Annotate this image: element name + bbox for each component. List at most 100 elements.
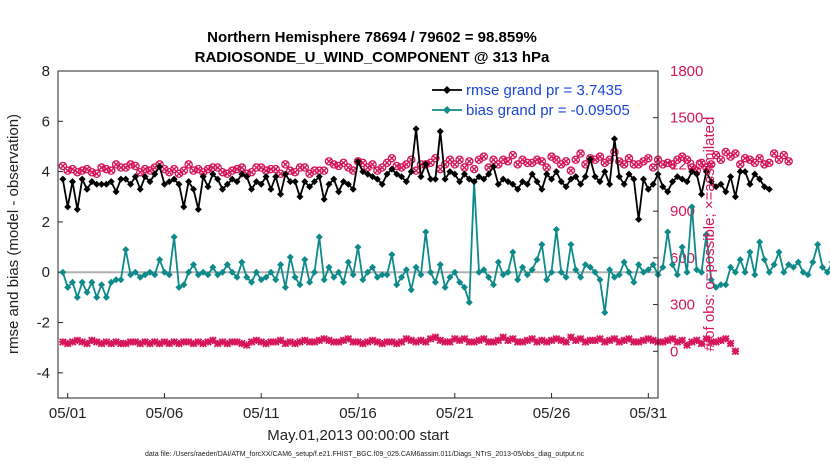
obs-possible-point xyxy=(382,158,392,168)
bias-series-point xyxy=(717,281,725,289)
obs-possible-point xyxy=(682,155,692,165)
obs-assimilated-point xyxy=(83,339,91,348)
bias-series-point xyxy=(88,278,96,286)
rmse-series-point xyxy=(248,185,256,193)
obs-possible-cross xyxy=(771,150,778,157)
obs-possible-cross xyxy=(775,156,783,163)
bias-series-point xyxy=(823,268,830,276)
bias-series-point xyxy=(533,256,541,264)
obs-assimilated-point xyxy=(581,338,590,346)
bias-series-point xyxy=(228,268,236,276)
rmse-series-point xyxy=(185,178,193,186)
obs-assimilated-point xyxy=(542,338,551,346)
rmse-series-point xyxy=(281,170,289,178)
rmse-series-point xyxy=(359,168,367,176)
rmse-series-point xyxy=(291,178,299,186)
obs-possible-cross xyxy=(514,161,521,168)
bias-series-point xyxy=(673,271,681,279)
rmse-series-point xyxy=(417,173,425,181)
obs-possible-point xyxy=(368,160,377,169)
obs-assimilated-point xyxy=(121,339,130,348)
obs-possible-cross xyxy=(301,164,308,171)
rmse-series-point xyxy=(528,170,536,178)
rmse-series-point xyxy=(489,163,497,171)
obs-possible-point xyxy=(561,157,571,166)
rmse-series-point xyxy=(485,170,493,178)
rmse-series-point xyxy=(315,173,323,181)
bias-series-point xyxy=(238,258,246,266)
y-tick-label-right: 0 xyxy=(670,343,678,360)
obs-assimilated-point xyxy=(668,334,677,343)
obs-assimilated-point xyxy=(175,339,183,348)
obs-possible-point xyxy=(465,157,474,166)
bias-series-point xyxy=(180,281,188,289)
rmse-series-point xyxy=(567,175,575,183)
obs-assimilated-point xyxy=(576,334,585,343)
bias-series-point xyxy=(209,263,217,271)
y-tick-label-left: 4 xyxy=(42,164,50,181)
obs-possible-cross xyxy=(350,167,357,174)
obs-assimilated-point xyxy=(146,339,154,348)
rmse-series-point xyxy=(156,163,164,171)
rmse-series-point xyxy=(204,183,212,191)
rmse-series-point xyxy=(475,173,483,181)
bias-series-point xyxy=(465,298,473,306)
obs-possible-point xyxy=(184,160,193,169)
rmse-series-point xyxy=(107,178,115,186)
obs-assimilated-point xyxy=(73,336,82,345)
obs-assimilated-point xyxy=(412,338,420,346)
bias-series-point xyxy=(494,258,502,266)
obs-assimilated-point xyxy=(567,333,575,342)
obs-possible-point xyxy=(271,164,280,174)
obs-assimilated-point xyxy=(209,336,217,345)
rmse-series-point xyxy=(112,188,120,196)
obs-assimilated-point xyxy=(63,339,72,348)
obs-possible-point xyxy=(706,160,716,169)
bias-series-point xyxy=(83,288,91,296)
obs-assimilated-point xyxy=(223,339,232,348)
rmse-series-point xyxy=(712,183,720,191)
obs-possible-cross xyxy=(722,148,729,156)
rmse-series-point xyxy=(335,188,343,196)
bias-series-point xyxy=(775,248,783,256)
rmse-series-point xyxy=(460,170,468,178)
bias-series-point xyxy=(369,263,377,271)
bias-series-point xyxy=(577,273,585,281)
y-axis-label-right: # of obs: o=possible; ×=assimilated xyxy=(701,117,718,352)
bias-series-point xyxy=(325,263,333,271)
rmse-series-point xyxy=(277,190,285,198)
obs-possible-point xyxy=(319,166,329,175)
obs-assimilated-point xyxy=(465,338,474,346)
obs-assimilated-point xyxy=(286,338,295,346)
bias-series-point xyxy=(785,261,793,269)
obs-assimilated-point xyxy=(213,339,222,348)
footnote: data file: /Users/raeder/DAI/ATM_forcXX/… xyxy=(145,451,585,458)
obs-possible-cross xyxy=(785,158,792,165)
obs-assimilated-point xyxy=(267,338,275,346)
bias-series-point xyxy=(59,268,67,276)
bias-series-point xyxy=(799,268,807,276)
obs-assimilated-point xyxy=(552,334,561,343)
bias-series-point xyxy=(383,271,391,279)
rmse-series-point xyxy=(73,205,81,213)
obs-possible-point xyxy=(711,150,721,160)
obs-assimilated-point xyxy=(634,338,643,346)
rmse-series-point xyxy=(388,165,396,173)
obs-possible-cross xyxy=(185,161,192,168)
bias-series-point xyxy=(339,278,347,286)
obs-assimilated-point xyxy=(712,338,720,346)
bias-series-point xyxy=(765,268,773,276)
bias-series-point xyxy=(436,261,444,269)
rmse-series-point xyxy=(102,180,110,188)
obs-possible-cross xyxy=(446,156,454,163)
obs-possible-cross xyxy=(669,161,676,168)
bias-series-point xyxy=(112,276,120,284)
obs-assimilated-point xyxy=(310,338,319,346)
obs-assimilated-point xyxy=(688,338,696,346)
obs-assimilated-point xyxy=(150,338,159,346)
obs-assimilated-point xyxy=(218,338,227,346)
bias-series-point xyxy=(606,266,614,274)
obs-assimilated-point xyxy=(184,338,193,346)
obs-possible-point xyxy=(513,160,522,169)
